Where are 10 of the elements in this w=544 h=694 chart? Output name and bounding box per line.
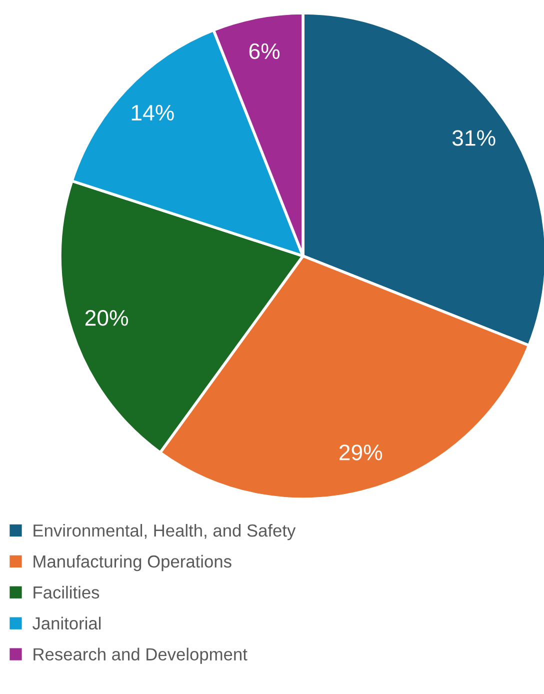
legend-label: Manufacturing Operations [34, 554, 232, 572]
data-label: 20% [85, 310, 128, 326]
data-label: 31% [452, 130, 496, 146]
data-label: 29% [340, 444, 382, 460]
data-label: 14% [132, 104, 174, 120]
legend-label: Environmental, Health, and Safety [34, 524, 296, 540]
legend-label: Janitorial [32, 616, 101, 630]
legend-label: Facilities [34, 586, 100, 599]
data-label: 6% [249, 43, 280, 60]
legend-label: Research and Development [34, 648, 248, 664]
